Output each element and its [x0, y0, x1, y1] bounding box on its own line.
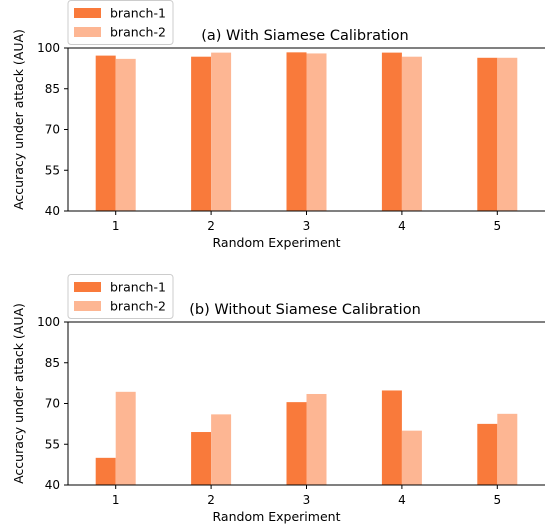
chart1-bar-branch-1-1	[95, 457, 116, 485]
chart1-bar-branch-1-3	[286, 402, 307, 485]
chart1-bar-branch-2-5	[497, 413, 518, 485]
chart0-bar-branch-1-1	[95, 55, 116, 212]
chart0-xtick-label: 2	[207, 219, 215, 233]
chart1-ytick-label: 85	[45, 356, 60, 370]
chart1-ytick-label: 100	[37, 315, 60, 329]
chart1-xtick-label: 3	[303, 493, 311, 507]
chart1-bar-branch-1-4	[381, 390, 402, 485]
chart1-title: (b) Without Siamese Calibration	[189, 302, 421, 318]
chart0-xtick-label: 3	[303, 219, 311, 233]
chart0-xtick-label: 5	[493, 219, 501, 233]
chart0-bar-branch-2-5	[497, 57, 518, 211]
chart0-bar-branch-2-3	[306, 53, 327, 211]
chart0-legend: branch-1 branch-2	[67, 0, 174, 45]
chart0-panel: 40 55 70 85 100 1 2 3 4 5 Random Experiment Accurac…	[11, 0, 545, 250]
chart0-ytick-label: 55	[45, 163, 60, 177]
chart0-ytick-label: 85	[45, 82, 60, 96]
chart1-legend-label-branch-2: branch-2	[110, 299, 166, 314]
chart1-xtick-label: 1	[112, 493, 120, 507]
chart0-legend-label-branch-1: branch-1	[110, 6, 166, 21]
chart1-legend: branch-1 branch-2	[67, 274, 174, 319]
chart0-title: (a) With Siamese Calibration	[201, 28, 408, 44]
chart1-x-axis-label: Random Experiment	[213, 509, 341, 524]
chart0-bar-branch-2-4	[401, 56, 422, 212]
chart1-legend-swatch-branch-1	[74, 282, 101, 292]
chart0-ytick-label: 70	[45, 123, 60, 137]
chart1-bar-branch-2-2	[211, 414, 232, 485]
chart0-legend-swatch-branch-2	[74, 27, 101, 37]
chart1-xtick-label: 2	[207, 493, 215, 507]
chart0-legend-label-branch-2: branch-2	[110, 25, 166, 40]
chart0-bar-branch-1-5	[477, 57, 498, 211]
chart1-ytick-label: 55	[45, 437, 60, 451]
chart1-legend-swatch-branch-2	[74, 301, 101, 311]
chart1-bar-branch-1-5	[477, 423, 498, 485]
chart1-panel: 40 55 70 85 100 1 2 3 4 5 Random Experiment Accurac…	[11, 274, 545, 524]
chart0-bar-branch-2-2	[211, 52, 232, 211]
chart1-bar-branch-2-4	[401, 430, 422, 485]
chart0-ytick-label: 100	[37, 41, 60, 55]
chart0-xtick-label: 1	[112, 219, 120, 233]
chart0-legend-swatch-branch-1	[74, 8, 101, 18]
chart1-bar-branch-1-2	[191, 432, 212, 485]
chart0-bar-branch-2-1	[115, 58, 136, 211]
chart1-xtick-label: 5	[493, 493, 501, 507]
chart0-bar-branch-1-4	[381, 52, 402, 211]
chart1-bar-branch-2-1	[115, 391, 136, 485]
chart1-y-axis-label: Accuracy under attack (AUA)	[11, 303, 26, 484]
chart1-bar-branch-2-3	[306, 393, 327, 485]
chart1-ytick-label: 40	[45, 478, 60, 492]
chart0-xtick-label: 4	[398, 219, 406, 233]
chart0-y-axis-label: Accuracy under attack (AUA)	[11, 29, 26, 210]
chart0-bar-branch-1-2	[191, 56, 212, 212]
chart0-x-axis-label: Random Experiment	[213, 235, 341, 250]
chart0-bar-branch-1-3	[286, 52, 307, 212]
chart1-xtick-label: 4	[398, 493, 406, 507]
chart1-ytick-label: 70	[45, 397, 60, 411]
chart0-ytick-label: 40	[45, 204, 60, 218]
chart1-legend-label-branch-1: branch-1	[110, 280, 166, 295]
